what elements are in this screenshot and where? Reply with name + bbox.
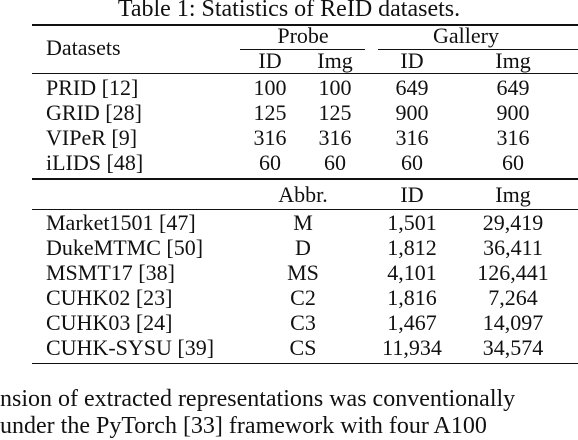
dataset-name: MSMT17 [38] xyxy=(46,260,175,285)
body-text-line-2: under the PyTorch [33] framework with fo… xyxy=(0,413,487,439)
gallery-id-value: 60 xyxy=(401,150,423,175)
abbr-value: M xyxy=(293,210,313,235)
dataset-name: DukeMTMC [50] xyxy=(46,235,204,260)
probe-id-value: 316 xyxy=(253,125,287,150)
gallery-id-value: 900 xyxy=(395,100,429,125)
dataset-name: CUHK-SYSU [39] xyxy=(46,335,215,360)
top-rule xyxy=(32,24,578,26)
dataset-name: PRID [12] xyxy=(46,75,139,100)
subheader-probe-img: Img xyxy=(317,48,353,73)
dataset-name: iLIDS [48] xyxy=(46,150,144,175)
table-caption: Table 1: Statistics of ReID datasets. xyxy=(117,0,461,22)
abbr-value: MS xyxy=(287,260,319,285)
img-value: 126,441 xyxy=(477,260,549,285)
bottom-rule xyxy=(32,363,578,364)
dataset-name: Market1501 [47] xyxy=(46,210,196,235)
dataset-name: GRID [28] xyxy=(46,100,142,125)
id-value: 1,816 xyxy=(387,285,437,310)
gallery-img-value: 60 xyxy=(502,150,524,175)
body-text-line-1: nsion of extracted representations was c… xyxy=(0,386,516,412)
probe-img-value: 316 xyxy=(318,125,352,150)
id-value: 11,934 xyxy=(382,335,442,360)
gallery-id-value: 649 xyxy=(395,75,429,100)
img-value: 14,097 xyxy=(482,310,544,335)
abbr-value: D xyxy=(295,235,311,260)
abbr-value: CS xyxy=(289,335,317,360)
probe-img-value: 60 xyxy=(324,150,346,175)
abbr-value: C2 xyxy=(290,285,316,310)
gallery-group-header: Gallery xyxy=(433,23,499,48)
header-rule xyxy=(32,73,578,74)
id-value: 1,467 xyxy=(387,310,437,335)
probe-id-value: 60 xyxy=(259,150,281,175)
gallery-img-value: 900 xyxy=(496,100,530,125)
dataset-name: CUHK02 [23] xyxy=(46,285,173,310)
img-value: 7,264 xyxy=(488,285,538,310)
dataset-name: CUHK03 [24] xyxy=(46,310,173,335)
id-value: 4,101 xyxy=(387,260,437,285)
gallery-img-value: 316 xyxy=(496,125,530,150)
probe-img-value: 100 xyxy=(318,75,352,100)
subheader-gallery-id: ID xyxy=(400,48,424,73)
probe-group-underline xyxy=(240,49,365,50)
probe-id-value: 125 xyxy=(253,100,287,125)
abbr-header: Abbr. xyxy=(278,182,328,207)
header-rule-2 xyxy=(32,209,578,210)
abbr-value: C3 xyxy=(290,310,316,335)
probe-id-value: 100 xyxy=(253,75,287,100)
id-value: 1,501 xyxy=(387,210,437,235)
probe-group-header: Probe xyxy=(277,23,329,48)
img-value: 36,411 xyxy=(483,235,543,260)
subheader-gallery-img: Img xyxy=(495,48,531,73)
mid-rule xyxy=(32,178,578,180)
img-value: 29,419 xyxy=(482,210,544,235)
img-header: Img xyxy=(495,182,531,207)
gallery-group-underline xyxy=(378,49,578,50)
probe-img-value: 125 xyxy=(318,100,352,125)
subheader-probe-id: ID xyxy=(258,48,282,73)
dataset-name: VIPeR [9] xyxy=(46,125,138,150)
id-value: 1,812 xyxy=(387,235,437,260)
img-value: 34,574 xyxy=(482,335,544,360)
gallery-img-value: 649 xyxy=(496,75,530,100)
row-header: Datasets xyxy=(46,35,121,60)
id-header: ID xyxy=(400,182,424,207)
gallery-id-value: 316 xyxy=(395,125,429,150)
